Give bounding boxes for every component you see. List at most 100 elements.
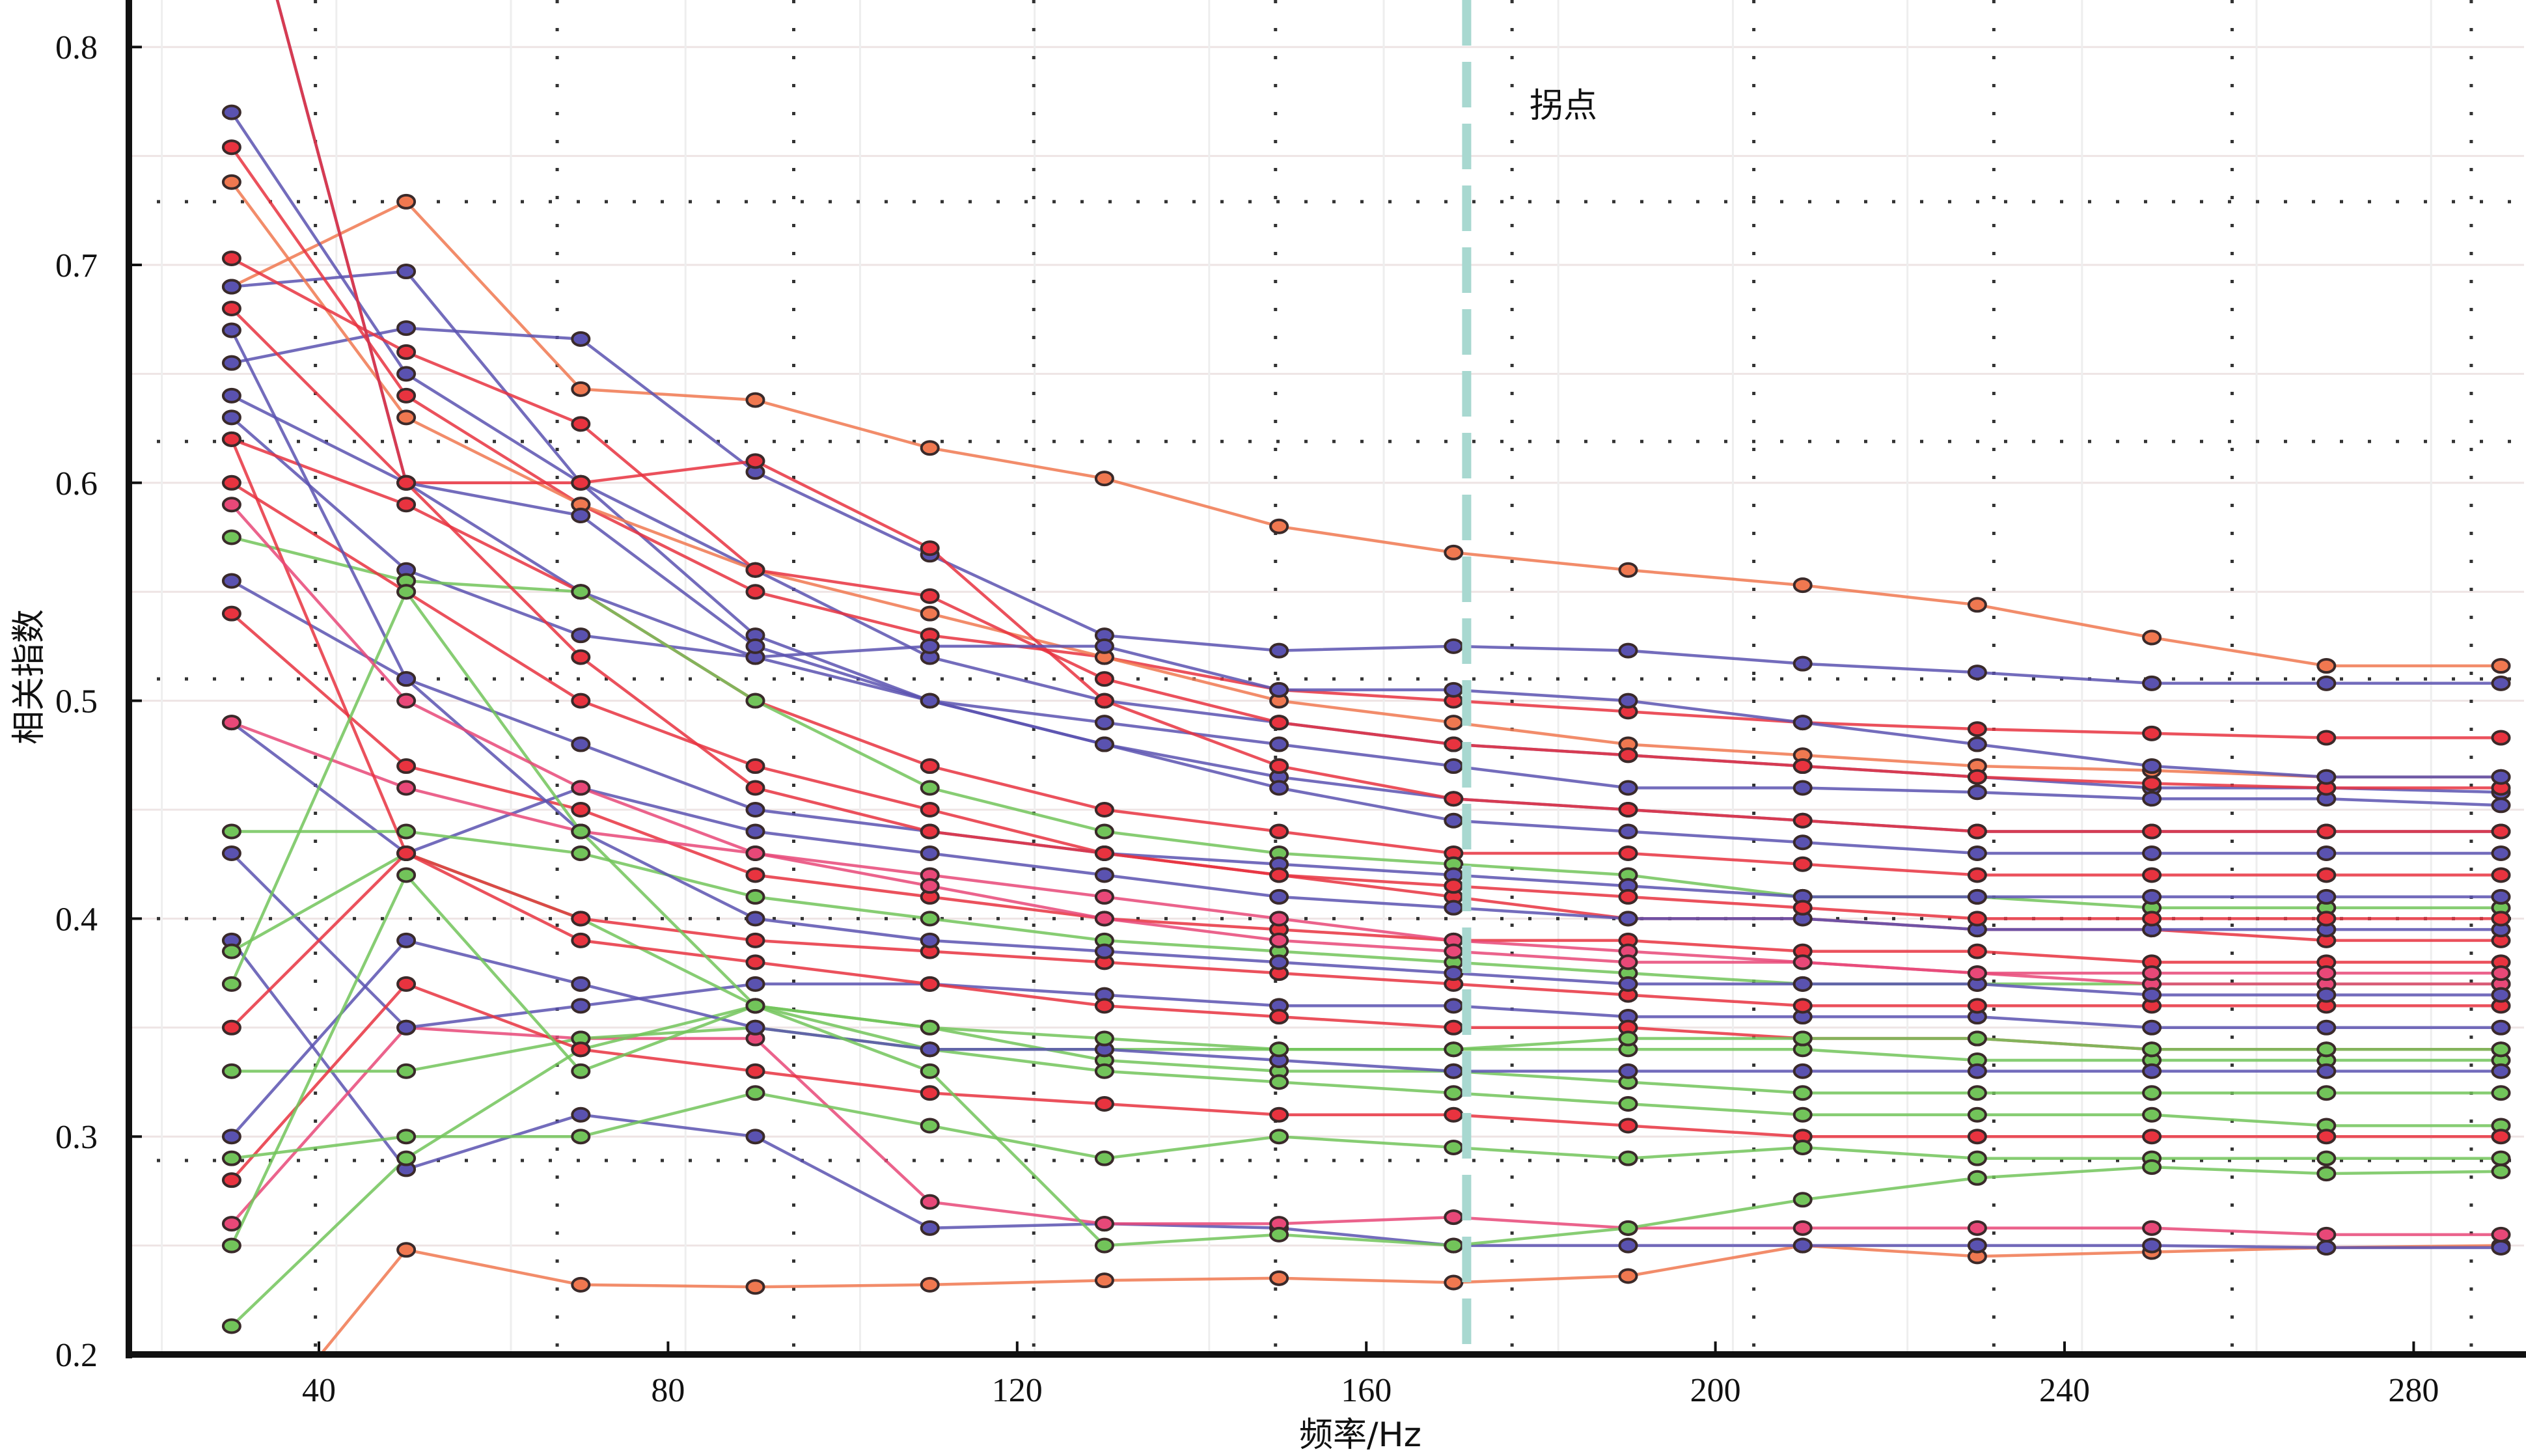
data-point: [1094, 845, 1114, 861]
data-point: [1792, 834, 1813, 851]
series-line-15: [231, 536, 2501, 909]
y-tick-label: 0.5: [55, 683, 98, 721]
x-axis-label: 频率/Hz: [1299, 1416, 1421, 1455]
data-point: [1444, 943, 1464, 959]
series-line-3: [231, 269, 2501, 794]
data-point: [1444, 681, 1464, 698]
data-point: [745, 780, 765, 796]
data-point: [920, 823, 940, 840]
data-point: [396, 366, 417, 382]
data-point: [1967, 1150, 1987, 1166]
data-point: [571, 584, 591, 600]
data-point: [1444, 1237, 1464, 1254]
data-point: [221, 1318, 241, 1334]
series-line-5: [230, 939, 2501, 1250]
data-point: [1792, 1237, 1813, 1254]
data-point: [1094, 911, 1114, 927]
data-point: [1618, 1150, 1638, 1166]
data-point: [396, 1242, 417, 1258]
data-point: [1094, 1216, 1114, 1232]
data-point: [1618, 780, 1638, 796]
data-point: [1967, 736, 1987, 752]
data-point: [396, 671, 417, 687]
data-point: [1444, 1085, 1464, 1101]
data-point: [745, 823, 765, 840]
data-point: [920, 440, 940, 456]
data-point: [1444, 878, 1464, 894]
data-point: [1094, 867, 1114, 883]
data-point: [745, 954, 765, 970]
data-point: [2142, 1085, 2162, 1101]
data-point: [1618, 1095, 1638, 1112]
data-point: [1269, 681, 1289, 698]
data-point: [1618, 747, 1638, 763]
data-point: [396, 409, 417, 426]
series-line-0: [230, 200, 2501, 668]
data-point: [396, 1019, 417, 1036]
data-point: [571, 802, 591, 817]
data-point: [745, 888, 765, 905]
data-point: [1444, 1063, 1464, 1079]
data-point: [396, 823, 417, 840]
data-point: [571, 998, 591, 1014]
data-point: [396, 976, 417, 992]
data-point: [920, 638, 940, 654]
data-point: [571, 823, 591, 840]
data-point: [920, 911, 940, 927]
data-point: [2491, 1041, 2511, 1058]
data-point: [571, 736, 591, 752]
data-point: [1792, 715, 1813, 731]
data-point: [1269, 715, 1289, 731]
data-point: [1269, 1074, 1289, 1090]
data-point: [2142, 965, 2162, 982]
axes: 0.2 0.3 0.4 0.5 0.6 0.7 0.8 40 80 120 160 200 240 280: [55, 0, 2526, 1409]
data-point: [920, 1194, 940, 1210]
data-point: [571, 845, 591, 861]
data-point: [2316, 1150, 2337, 1166]
data-point: [1967, 965, 1987, 982]
data-point: [1269, 954, 1289, 970]
data-point: [2491, 888, 2511, 905]
data-point: [920, 802, 940, 817]
data-point: [1444, 812, 1464, 829]
data-point: [1967, 823, 1987, 840]
data-point: [2316, 1239, 2337, 1256]
data-point: [2491, 730, 2511, 746]
data-point: [221, 1216, 241, 1232]
data-point: [221, 1150, 241, 1166]
data-point: [1269, 1270, 1289, 1286]
data-point: [745, 911, 765, 927]
series-line-17: [230, 579, 2501, 899]
data-point: [1967, 1030, 1987, 1047]
data-point: [2491, 1163, 2511, 1179]
data-point: [1618, 823, 1638, 840]
data-point: [2142, 675, 2162, 691]
data-point: [920, 758, 940, 775]
data-point: [221, 845, 241, 861]
data-point: [221, 943, 241, 959]
data-point: [1444, 1019, 1464, 1036]
data-point: [2142, 888, 2162, 905]
data-point: [1792, 655, 1813, 672]
data-point: [1444, 791, 1464, 807]
data-point: [745, 802, 765, 817]
data-point: [2491, 911, 2511, 927]
series-line-7: [230, 1004, 2501, 1328]
y-tick-label: 0.4: [55, 901, 98, 938]
data-point: [1618, 1063, 1638, 1079]
data-point: [221, 300, 241, 316]
data-point: [2316, 965, 2337, 982]
reference-lines: [129, 0, 2524, 1354]
data-point: [1967, 1106, 1987, 1123]
data-point: [2142, 1220, 2162, 1236]
series-line-4: [231, 326, 2501, 685]
data-point: [396, 932, 417, 948]
data-point: [1792, 1220, 1813, 1236]
y-tick-label: 0.2: [55, 1337, 98, 1374]
data-point: [1269, 1129, 1289, 1145]
data-point: [1618, 954, 1638, 970]
data-point: [920, 588, 940, 604]
data-point: [571, 780, 591, 796]
data-point: [1618, 1220, 1638, 1236]
data-point: [221, 1237, 241, 1254]
